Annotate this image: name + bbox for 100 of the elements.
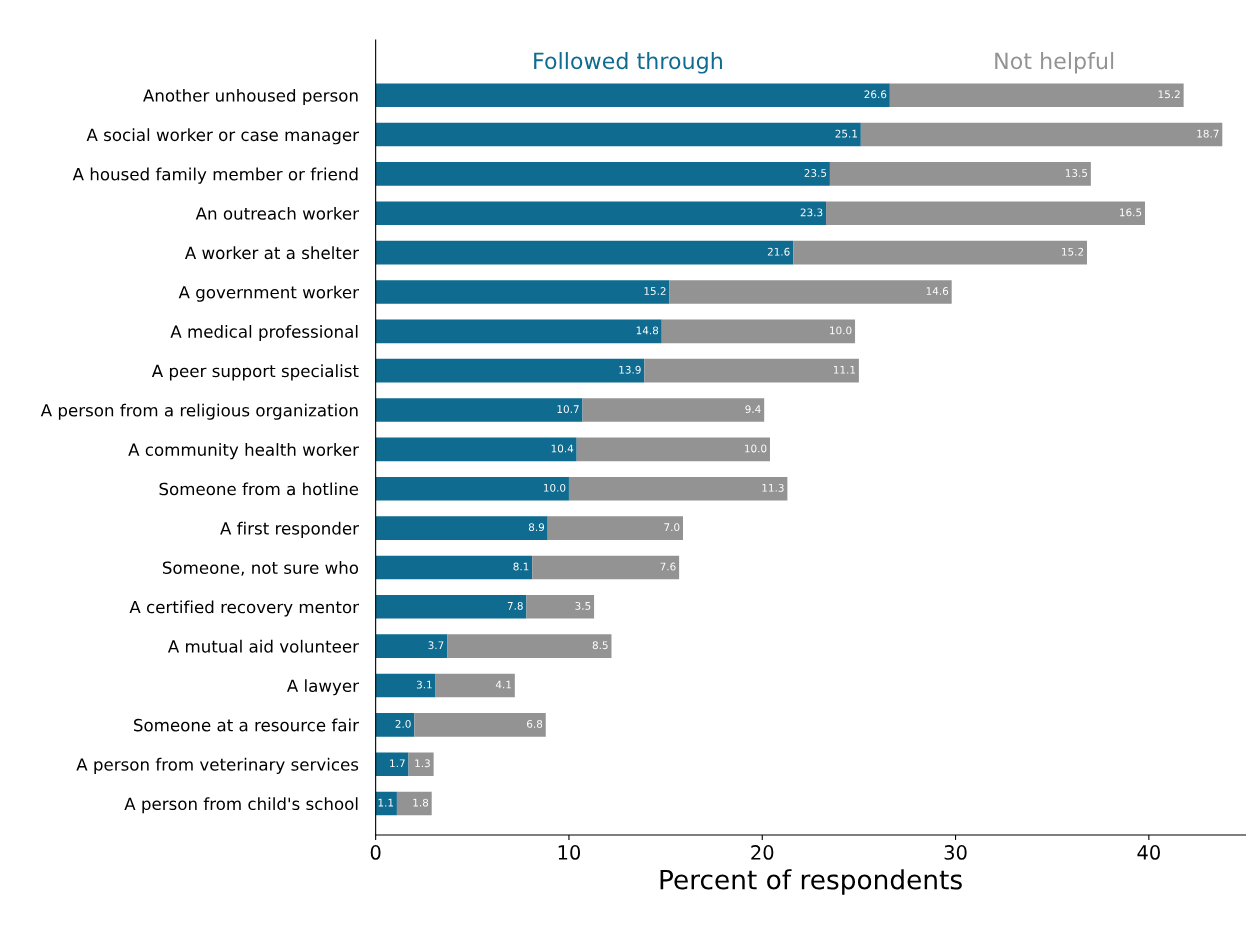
x-tick-label: 30: [944, 845, 967, 860]
y-tick-label: Someone at a resource fair: [134, 718, 359, 732]
data-label: 3.5: [575, 601, 591, 610]
bar: [526, 594, 595, 619]
data-label: 11.1: [833, 365, 856, 374]
y-tick-label: A mutual aid volunteer: [167, 639, 359, 653]
data-label: 14.6: [926, 287, 949, 295]
bar: [375, 319, 662, 344]
bar: [375, 437, 577, 462]
data-label: 7.8: [507, 601, 523, 610]
bar: [375, 752, 409, 777]
y-tick-label: A peer support specialist: [151, 364, 359, 381]
bar: [375, 83, 890, 108]
data-label: 15.2: [1062, 247, 1084, 256]
y-tick-label: An outreach worker: [195, 206, 359, 220]
y-tick-label: A first responder: [220, 521, 359, 538]
bar: [447, 634, 612, 658]
bar: [793, 240, 1087, 265]
bar: [396, 791, 432, 816]
data-label: 13.5: [1065, 169, 1088, 177]
bar: [532, 555, 680, 580]
bar: [860, 122, 1223, 147]
bar: [661, 319, 856, 344]
bar: [375, 555, 533, 580]
data-label: 8.1: [513, 562, 529, 571]
data-label: 23.3: [800, 208, 823, 217]
y-tick-label: A community health worker: [128, 443, 359, 460]
bar: [375, 713, 415, 737]
y-tick-label: A person from veterinary services: [76, 757, 359, 774]
y-tick-label: Another unhoused person: [143, 88, 358, 106]
bar: [375, 516, 548, 540]
data-label: 23.5: [804, 169, 827, 177]
data-label: 10.0: [745, 444, 767, 453]
data-label: 25.1: [835, 129, 857, 138]
data-label: 1.1: [378, 798, 394, 807]
bar: [889, 83, 1184, 108]
bar: [375, 280, 670, 304]
data-label: 1.8: [413, 798, 429, 807]
series-label: Not helpful: [995, 52, 1114, 74]
data-label: 8.5: [592, 641, 608, 650]
bar: [375, 240, 794, 265]
bar: [375, 791, 397, 816]
bar: [576, 437, 770, 462]
data-label: 7.6: [660, 562, 676, 571]
bar: [375, 201, 827, 226]
bar: [829, 162, 1091, 186]
bar: [375, 594, 527, 619]
data-label: 2.0: [395, 719, 411, 728]
y-tick-label: Someone, not sure who: [162, 561, 359, 576]
data-label: 16.5: [1120, 208, 1142, 217]
data-label: 10.7: [557, 405, 579, 414]
data-label: 3.7: [428, 641, 444, 650]
series-label: Followed through: [534, 52, 722, 74]
data-label: 18.7: [1197, 129, 1219, 138]
bar: [375, 673, 436, 698]
y-tick-label: A person from child's school: [124, 797, 358, 814]
data-label: 1.7: [390, 759, 405, 768]
data-label: 8.9: [528, 523, 545, 532]
x-tick-label: 20: [751, 845, 774, 860]
y-tick-label: A worker at a shelter: [184, 246, 359, 260]
y-tick-label: A government worker: [178, 285, 359, 302]
y-tick-label: A lawyer: [286, 679, 359, 696]
y-tick-label: A housed family member or friend: [72, 167, 358, 184]
bar: [582, 398, 765, 422]
data-label: 13.9: [619, 365, 641, 374]
y-tick-label: A social worker or case manager: [86, 128, 359, 145]
data-label: 10.4: [551, 444, 574, 453]
x-tick-label: 10: [558, 845, 581, 860]
data-label: 10.0: [544, 483, 566, 492]
data-label: 26.6: [864, 90, 887, 99]
bar: [547, 516, 683, 540]
y-tick-label: Someone from a hotline: [159, 482, 359, 496]
data-label: 9.4: [745, 405, 761, 414]
data-label: 15.2: [644, 287, 666, 295]
data-label: 3.1: [416, 680, 432, 689]
data-label: 21.6: [767, 247, 790, 256]
x-axis-title: Percent of respondents: [660, 869, 962, 895]
data-label: 6.8: [527, 719, 543, 728]
x-tick-label: 0: [370, 845, 381, 860]
data-label: 4.1: [495, 680, 511, 689]
bar: [375, 476, 569, 501]
y-tick-label: A person from a religious organization: [40, 403, 358, 420]
data-label: 7.0: [664, 523, 680, 532]
data-label: 1.3: [415, 759, 430, 768]
data-label: 15.2: [1158, 90, 1180, 99]
bar: [375, 162, 830, 186]
data-label: 14.8: [636, 326, 659, 335]
data-label: 10.0: [830, 326, 852, 335]
bar: [568, 476, 788, 501]
x-tick-label: 40: [1137, 845, 1160, 860]
data-label: 11.3: [762, 483, 784, 492]
bar: [375, 634, 448, 658]
bar: [375, 398, 583, 422]
y-tick-label: A medical professional: [170, 324, 358, 342]
bar: [414, 713, 546, 737]
bar: [435, 673, 515, 698]
bar: [375, 358, 645, 383]
bar: [669, 280, 952, 304]
y-tick-label: A certified recovery mentor: [129, 600, 359, 617]
bar: [408, 752, 434, 777]
